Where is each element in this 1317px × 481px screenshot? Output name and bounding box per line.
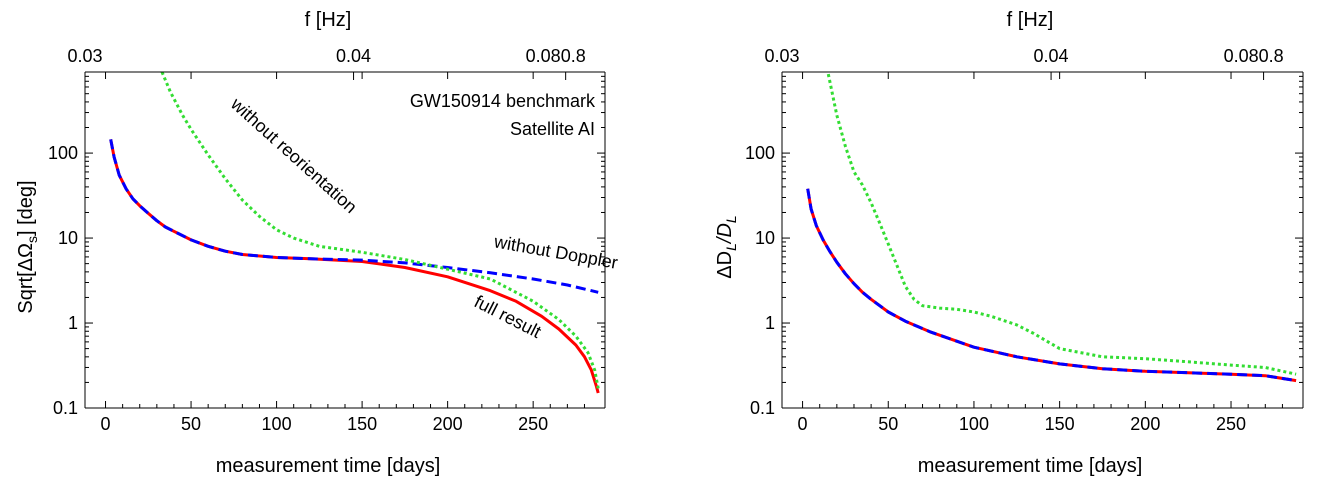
right-series-full-result-line <box>806 188 1297 383</box>
left-x-tick-label: 200 <box>433 414 463 434</box>
right-y-tick-label: 10 <box>755 228 775 248</box>
annotation-satellite: Satellite AI <box>510 119 595 139</box>
left-series-group <box>109 72 600 394</box>
right-top-tick-label: 0.080.8 <box>1224 46 1284 66</box>
right-y-axis-title: ΔDL/DL <box>714 215 739 278</box>
annotation-without-reorientation: without reorientation <box>226 93 361 217</box>
left-series-without-doppler-line <box>109 139 599 294</box>
left-series-without-reorientation-line <box>160 72 600 389</box>
right-y-axis-title-main: ΔD <box>714 251 736 279</box>
left-y-axis-title-tail: ] [deg] <box>15 180 37 236</box>
right-top-axis-title: f [Hz] <box>1007 9 1054 31</box>
left-y-tick-label: 100 <box>48 143 78 163</box>
right-x-tick-label: 50 <box>878 414 898 434</box>
annotation-benchmark: GW150914 benchmark <box>410 91 596 111</box>
right-axes <box>781 71 1304 409</box>
right-x-tick-label: 200 <box>1130 414 1160 434</box>
right-x-tick-label: 250 <box>1216 414 1246 434</box>
left-top-tick-label: 0.03 <box>67 46 102 66</box>
left-y-tick-label: 10 <box>58 228 78 248</box>
left-y-axis-title: Sqrt[ΔΩs] [deg] <box>15 180 40 313</box>
right-y-tick-label: 1 <box>765 313 775 333</box>
left-top-axis-title: f [Hz] <box>305 9 352 31</box>
right-y-axis-title-mid: /D <box>714 223 736 245</box>
annotation-without-doppler: without Doppler <box>492 231 620 273</box>
left-x-tick-label: 250 <box>518 414 548 434</box>
left-x-tick-label: 50 <box>181 414 201 434</box>
left-x-tick-label: 150 <box>347 414 377 434</box>
right-y-axis-title-subscript: L <box>723 243 739 251</box>
right-y-tick-label: 100 <box>745 143 775 163</box>
left-y-tick-label: 0.1 <box>53 398 78 418</box>
left-ticks: 0 50 100 150 200 250 0.1 1 10 100 0.03 0.04 0.080.8 <box>48 46 605 434</box>
right-top-tick-label: 0.03 <box>764 46 799 66</box>
right-top-tick-label: 0.04 <box>1034 46 1069 66</box>
right-y-tick-label: 0.1 <box>750 398 775 418</box>
right-x-tick-label: 0 <box>798 414 808 434</box>
right-x-tick-label: 150 <box>1045 414 1075 434</box>
left-series-full-result-line <box>109 139 600 394</box>
left-top-tick-label: 0.04 <box>336 46 371 66</box>
right-x-tick-label: 100 <box>959 414 989 434</box>
left-x-tick-label: 100 <box>262 414 292 434</box>
right-series-without-doppler-line <box>806 188 1297 383</box>
right-series-group <box>806 73 1297 383</box>
left-y-axis-title-subscript: s <box>24 236 40 243</box>
left-x-axis-title: measurement time [days] <box>216 455 441 477</box>
right-ticks: 0 50 100 150 200 250 0.1 1 10 100 0.03 0.04 0.080.8 <box>745 46 1303 434</box>
left-top-tick-label: 0.080.8 <box>526 46 586 66</box>
left-y-axis-title-main: Sqrt[ΔΩ <box>15 243 37 314</box>
right-y-axis-title-subscript-2: L <box>723 215 739 223</box>
right-series-without-reorientation-line <box>826 73 1297 376</box>
left-y-tick-label: 1 <box>68 313 78 333</box>
right-x-axis-title: measurement time [days] <box>918 455 1143 477</box>
left-x-tick-label: 0 <box>101 414 111 434</box>
